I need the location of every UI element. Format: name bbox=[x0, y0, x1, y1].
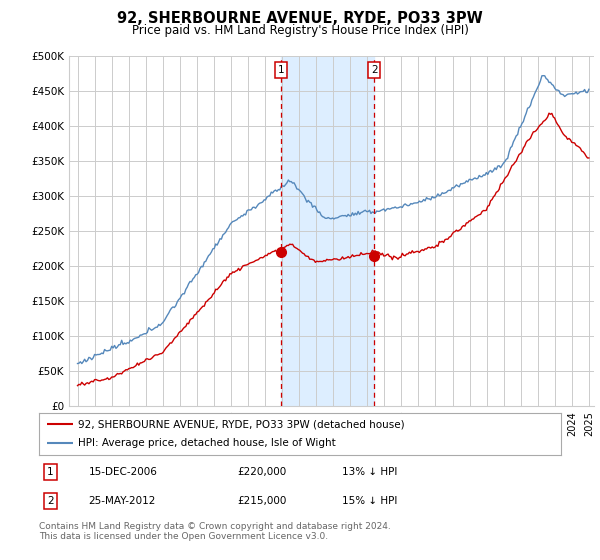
Text: Price paid vs. HM Land Registry's House Price Index (HPI): Price paid vs. HM Land Registry's House … bbox=[131, 24, 469, 36]
Text: 92, SHERBOURNE AVENUE, RYDE, PO33 3PW: 92, SHERBOURNE AVENUE, RYDE, PO33 3PW bbox=[117, 11, 483, 26]
Text: 1: 1 bbox=[278, 65, 284, 75]
Text: 15-DEC-2006: 15-DEC-2006 bbox=[89, 467, 157, 477]
Bar bbox=[281, 56, 374, 406]
Text: HPI: Average price, detached house, Isle of Wight: HPI: Average price, detached house, Isle… bbox=[78, 438, 336, 449]
Text: £215,000: £215,000 bbox=[238, 496, 287, 506]
Text: 2: 2 bbox=[47, 496, 54, 506]
Text: £220,000: £220,000 bbox=[238, 467, 287, 477]
Text: 92, SHERBOURNE AVENUE, RYDE, PO33 3PW (detached house): 92, SHERBOURNE AVENUE, RYDE, PO33 3PW (d… bbox=[78, 419, 405, 429]
Text: Contains HM Land Registry data © Crown copyright and database right 2024.
This d: Contains HM Land Registry data © Crown c… bbox=[39, 522, 391, 542]
Text: 15% ↓ HPI: 15% ↓ HPI bbox=[342, 496, 397, 506]
Text: 1: 1 bbox=[47, 467, 54, 477]
Text: 25-MAY-2012: 25-MAY-2012 bbox=[89, 496, 156, 506]
Text: 2: 2 bbox=[371, 65, 377, 75]
Text: 13% ↓ HPI: 13% ↓ HPI bbox=[342, 467, 397, 477]
